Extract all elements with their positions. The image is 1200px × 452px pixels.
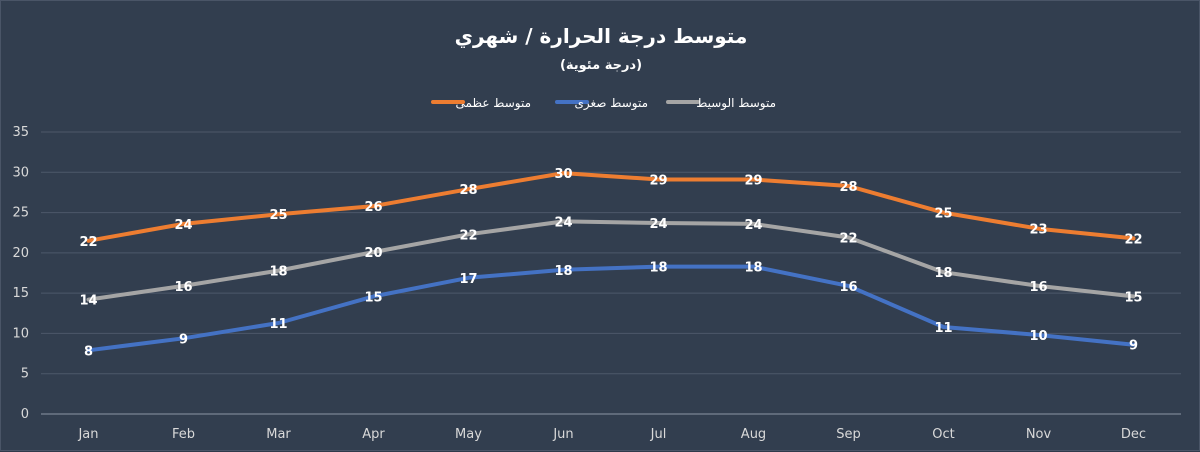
data-label: 25 — [934, 207, 952, 222]
legend: متوسط عظمى متوسط صغرى متوسط الوسيط — [431, 96, 776, 111]
data-label: 24 — [554, 215, 572, 230]
data-label: 11 — [934, 321, 952, 336]
data-label: 18 — [269, 265, 287, 280]
y-tick-label: 35 — [12, 125, 29, 140]
data-label: 25 — [269, 208, 287, 223]
data-label: 28 — [839, 180, 857, 195]
data-label: 18 — [934, 266, 952, 281]
series-line — [86, 264, 1136, 353]
data-label: 17 — [459, 272, 477, 287]
data-label: 11 — [269, 317, 287, 332]
x-tick-label: Nov — [1026, 427, 1052, 442]
data-label: 15 — [364, 290, 382, 305]
data-label: 29 — [649, 174, 667, 189]
data-label: 10 — [1029, 329, 1047, 344]
y-tick-label: 25 — [12, 206, 29, 221]
series-line — [86, 171, 1136, 243]
x-tick-label: Mar — [266, 427, 291, 442]
y-tick-label: 15 — [12, 286, 29, 301]
legend-entry: متوسط الوسيط — [696, 96, 776, 111]
data-label: 30 — [554, 167, 572, 182]
data-label: 22 — [79, 235, 97, 250]
x-tick-label: Sep — [836, 427, 861, 442]
y-tick-label: 20 — [12, 246, 29, 261]
x-tick-label: Jan — [77, 427, 98, 442]
x-tick-label: Jun — [552, 427, 573, 442]
data-label: 26 — [364, 200, 382, 215]
y-tick-label: 30 — [12, 165, 29, 180]
y-tick-label: 0 — [21, 407, 29, 422]
axes: 0 5 10 15 20 25 30 35 Jan Feb Mar Apr May Jun Jul Aug Se… — [12, 125, 1146, 442]
chart-title: متوسط درجة الحرارة / شهري — [455, 24, 748, 49]
data-labels: 22 24 25 26 28 30 29 29 28 25 23 22 8 9 11 15 17 18 18 18 16… — [79, 167, 1142, 359]
series-line — [86, 219, 1136, 302]
data-label: 9 — [1129, 339, 1138, 354]
data-label: 24 — [744, 218, 762, 233]
data-label: 29 — [744, 174, 762, 189]
data-label: 16 — [174, 280, 192, 295]
data-label: 18 — [554, 264, 572, 279]
x-tick-label: Apr — [362, 427, 385, 442]
data-label: 28 — [459, 183, 477, 198]
x-tick-label: Aug — [741, 427, 766, 442]
x-tick-label: Jul — [650, 427, 667, 442]
x-tick-label: Feb — [172, 427, 195, 442]
legend-entry: متوسط عظمى — [456, 96, 531, 111]
y-tick-label: 10 — [12, 326, 29, 341]
data-label: 16 — [839, 280, 857, 295]
data-label: 22 — [1124, 232, 1142, 247]
data-label: 15 — [1124, 290, 1142, 305]
y-tick-label: 5 — [21, 367, 29, 382]
data-label: 18 — [649, 261, 667, 276]
chart-subtitle: (درجة مئوية) — [560, 58, 642, 73]
data-label: 16 — [1029, 280, 1047, 295]
x-tick-label: Oct — [932, 427, 954, 442]
data-label: 20 — [364, 246, 382, 261]
gridlines — [41, 131, 1181, 415]
data-label: 18 — [744, 261, 762, 276]
data-label: 9 — [179, 332, 188, 347]
data-label: 24 — [174, 218, 192, 233]
data-label: 24 — [649, 217, 667, 232]
data-label: 8 — [84, 344, 93, 359]
x-tick-label: May — [455, 427, 482, 442]
data-label: 14 — [79, 294, 97, 309]
x-tick-label: Dec — [1121, 427, 1146, 442]
data-label: 22 — [839, 232, 857, 247]
series-lines — [86, 171, 1136, 353]
legend-entry: متوسط صغرى — [575, 96, 649, 111]
data-label: 23 — [1029, 223, 1047, 238]
data-label: 22 — [459, 228, 477, 243]
